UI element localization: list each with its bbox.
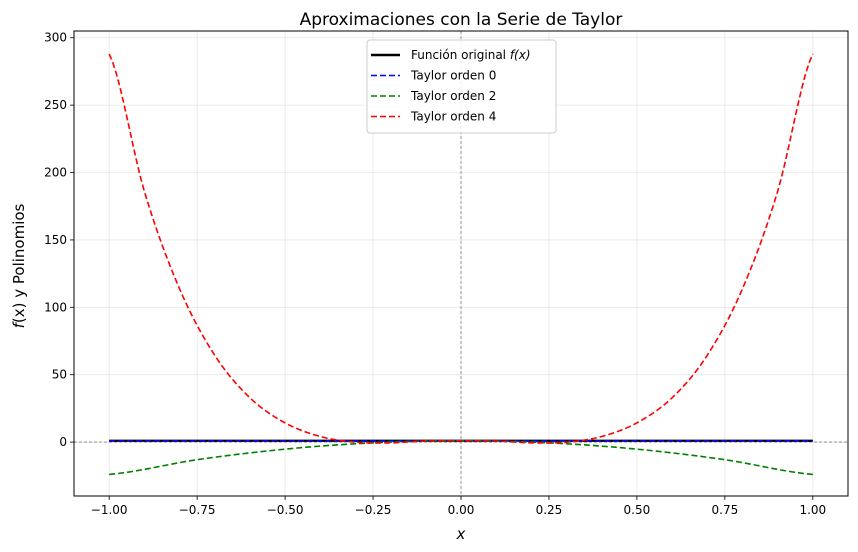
y-axis-label-func: f: [10, 320, 28, 328]
y-tick-label: 0: [59, 435, 67, 449]
x-tick-label: −0.50: [267, 503, 304, 517]
x-tick-label: 1.00: [799, 503, 826, 517]
x-axis: −1.00 −0.75 −0.50 −0.25 0.00 0.25 0.50 0.75 1.00: [91, 496, 826, 517]
x-tick-label: 0.75: [712, 503, 739, 517]
x-tick-label: −0.25: [355, 503, 392, 517]
x-tick-label: 0.25: [536, 503, 563, 517]
legend-label-1: Taylor orden 0: [410, 69, 496, 83]
series-line-3: [108, 53, 814, 444]
y-tick-label: 250: [44, 98, 67, 112]
legend-label-3: Taylor orden 4: [410, 110, 496, 124]
x-axis-label: x: [456, 525, 466, 543]
legend-label-0: Función original f(x): [411, 48, 531, 62]
x-tick-label: −1.00: [91, 503, 128, 517]
y-tick-label: 50: [52, 368, 67, 382]
y-axis-label-rest: y Polinomios: [10, 203, 28, 302]
y-tick-label: 300: [44, 31, 67, 45]
chart-title: Aproximaciones con la Serie de Taylor: [300, 10, 623, 30]
legend-label-2: Taylor orden 2: [410, 89, 496, 103]
y-tick-label: 100: [44, 300, 67, 314]
legend: Función original f(x) Taylor orden 0 Taylo…: [366, 39, 557, 134]
x-tick-label: 0.50: [624, 503, 651, 517]
legend-box: [366, 39, 557, 134]
y-axis-label: f(x) y Polinomios: [10, 203, 28, 328]
x-tick-label: 0.00: [448, 503, 475, 517]
x-tick-label: −0.75: [179, 503, 216, 517]
y-tick-label: 150: [44, 233, 67, 247]
y-axis: 0 50 100 150 200 250 300: [44, 31, 74, 449]
y-axis-label-arg: (x): [10, 303, 28, 324]
y-tick-label: 200: [44, 166, 67, 180]
series-layer: [108, 53, 814, 476]
